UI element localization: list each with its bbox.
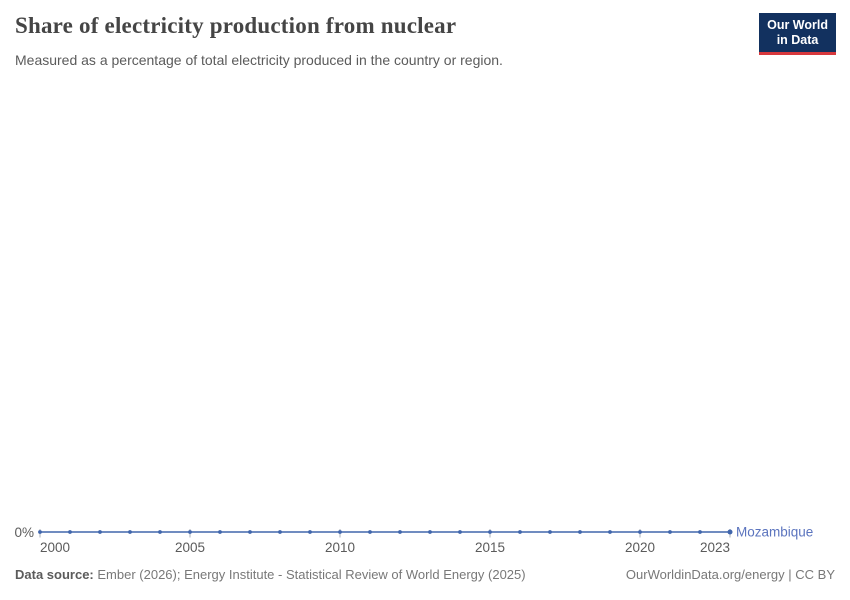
data-point-marker[interactable] [428, 530, 432, 534]
data-point-marker[interactable] [458, 530, 462, 534]
x-axis-tick-label: 2000 [40, 540, 70, 555]
data-point-marker[interactable] [698, 530, 702, 534]
data-point-marker[interactable] [218, 530, 222, 534]
data-source-note: Data source: Ember (2026); Energy Instit… [15, 567, 526, 582]
footer-credits: OurWorldinData.org/energy | CC BY [626, 567, 835, 582]
data-point-marker[interactable] [608, 530, 612, 534]
data-point-marker[interactable] [668, 530, 672, 534]
x-axis-tick-label: 2010 [325, 540, 355, 555]
data-point-marker[interactable] [578, 530, 582, 534]
x-axis-tick-label: 2020 [625, 540, 655, 555]
data-source-text: Ember (2026); Energy Institute - Statist… [97, 567, 526, 582]
chart-footer: Data source: Ember (2026); Energy Instit… [15, 567, 835, 582]
data-point-marker[interactable] [128, 530, 132, 534]
data-point-marker[interactable] [158, 530, 162, 534]
data-point-marker[interactable] [398, 530, 402, 534]
data-point-marker[interactable] [727, 529, 733, 535]
data-point-marker[interactable] [188, 530, 192, 534]
data-source-label: Data source: [15, 567, 94, 582]
license-link[interactable]: CC BY [795, 567, 835, 582]
owid-logo-line1: Our World [767, 18, 828, 32]
data-point-marker[interactable] [38, 530, 42, 534]
x-axis-tick-label: 2015 [475, 540, 505, 555]
series-label[interactable]: Mozambique [736, 525, 813, 540]
data-point-marker[interactable] [98, 530, 102, 534]
x-axis-tick-label: 2023 [700, 540, 730, 555]
y-axis-zero-label: 0% [14, 525, 34, 540]
data-point-marker[interactable] [248, 530, 252, 534]
owid-url-link[interactable]: OurWorldinData.org/energy [625, 567, 785, 582]
credit-separator: | [784, 567, 796, 582]
data-point-marker[interactable] [368, 530, 372, 534]
chart-subtitle: Measured as a percentage of total electr… [15, 52, 503, 68]
data-point-marker[interactable] [518, 530, 522, 534]
data-point-marker[interactable] [278, 530, 282, 534]
data-point-marker[interactable] [548, 530, 552, 534]
chart-canvas: 0% 2000 2005 2010 2015 2020 2023 Mozambique [14, 525, 813, 556]
data-point-marker[interactable] [308, 530, 312, 534]
data-point-marker[interactable] [488, 530, 492, 534]
data-point-marker[interactable] [68, 530, 72, 534]
x-axis-tick-label: 2005 [175, 540, 205, 555]
data-point-marker[interactable] [338, 530, 342, 534]
data-point-marker[interactable] [638, 530, 642, 534]
owid-logo[interactable]: Our World in Data [759, 13, 836, 55]
owid-logo-line2: in Data [776, 32, 819, 47]
chart-title: Share of electricity production from nuc… [15, 13, 457, 38]
